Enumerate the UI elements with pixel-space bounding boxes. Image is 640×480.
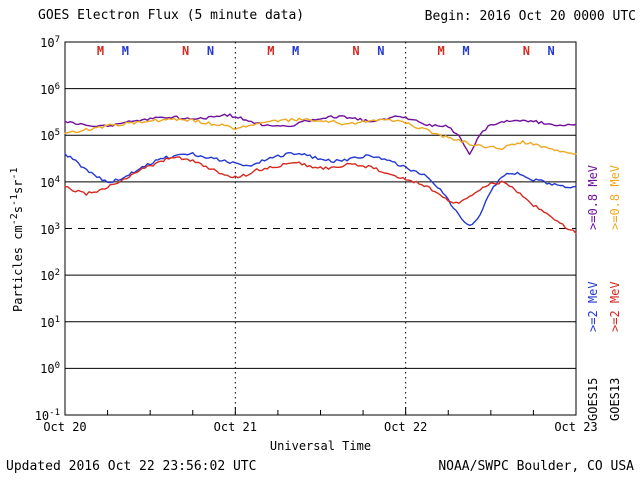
- local-midnight-marker-goes15: M: [292, 44, 299, 58]
- local-noon-marker-goes13: N: [352, 44, 359, 58]
- local-noon-marker-goes15: N: [207, 44, 214, 58]
- flux-trace-goes13-2-mev: [64, 156, 577, 235]
- local-noon-marker-goes13: N: [182, 44, 189, 58]
- x-tick-label: Oct 20: [43, 420, 87, 434]
- flux-trace-goes15-2-mev: [64, 151, 577, 227]
- x-axis-title: Universal Time: [269, 439, 372, 453]
- x-tick-label: Oct 22: [383, 420, 428, 434]
- legend-goes15-e08-label: >=0.8 MeV: [586, 164, 600, 230]
- local-noon-marker-goes15: N: [548, 44, 555, 58]
- legend-satellite-goes15: GOES15: [586, 377, 600, 421]
- local-noon-marker-goes13: N: [523, 44, 530, 58]
- page-title: GOES Electron Flux (5 minute data): [38, 8, 305, 23]
- x-tick-label: Oct 23: [554, 420, 598, 434]
- flux-trace-goes15-0.8-mev: [64, 113, 577, 156]
- y-tick-label: 101: [40, 314, 60, 330]
- updated-timestamp: Updated 2016 Oct 22 23:56:02 UTC: [6, 459, 257, 474]
- local-midnight-marker-goes13: M: [267, 44, 274, 58]
- y-tick-label: 104: [40, 174, 60, 190]
- begin-time-label: Begin: 2016 Oct 20 0000 UTC: [424, 9, 636, 24]
- flux-trace-goes13-0.8-mev: [64, 117, 577, 155]
- local-midnight-marker-goes13: M: [438, 44, 445, 58]
- local-midnight-marker-goes13: M: [97, 44, 104, 58]
- legend-goes13-e2-label: >=2 MeV: [608, 281, 622, 332]
- y-tick-label: 105: [40, 128, 60, 144]
- plot-border: [64, 41, 577, 416]
- y-tick-label: 103: [40, 221, 60, 237]
- local-noon-marker-goes15: N: [377, 44, 384, 58]
- local-midnight-marker-goes15: M: [462, 44, 469, 58]
- y-tick-label: 10-1: [34, 408, 60, 423]
- y-tick-label: 102: [40, 268, 60, 284]
- y-tick-label: 106: [40, 81, 60, 97]
- y-tick-label: 107: [40, 35, 60, 50]
- legend-goes13-e08-label: >=0.8 MeV: [608, 164, 622, 230]
- legend-goes15-e2-label: >=2 MeV: [586, 281, 600, 332]
- x-tick-label: Oct 21: [213, 420, 257, 434]
- source-credit: NOAA/SWPC Boulder, CO USA: [438, 459, 634, 474]
- local-midnight-marker-goes15: M: [122, 44, 129, 58]
- legend-satellite-goes13: GOES13: [608, 377, 622, 421]
- y-tick-label: 100: [40, 361, 60, 377]
